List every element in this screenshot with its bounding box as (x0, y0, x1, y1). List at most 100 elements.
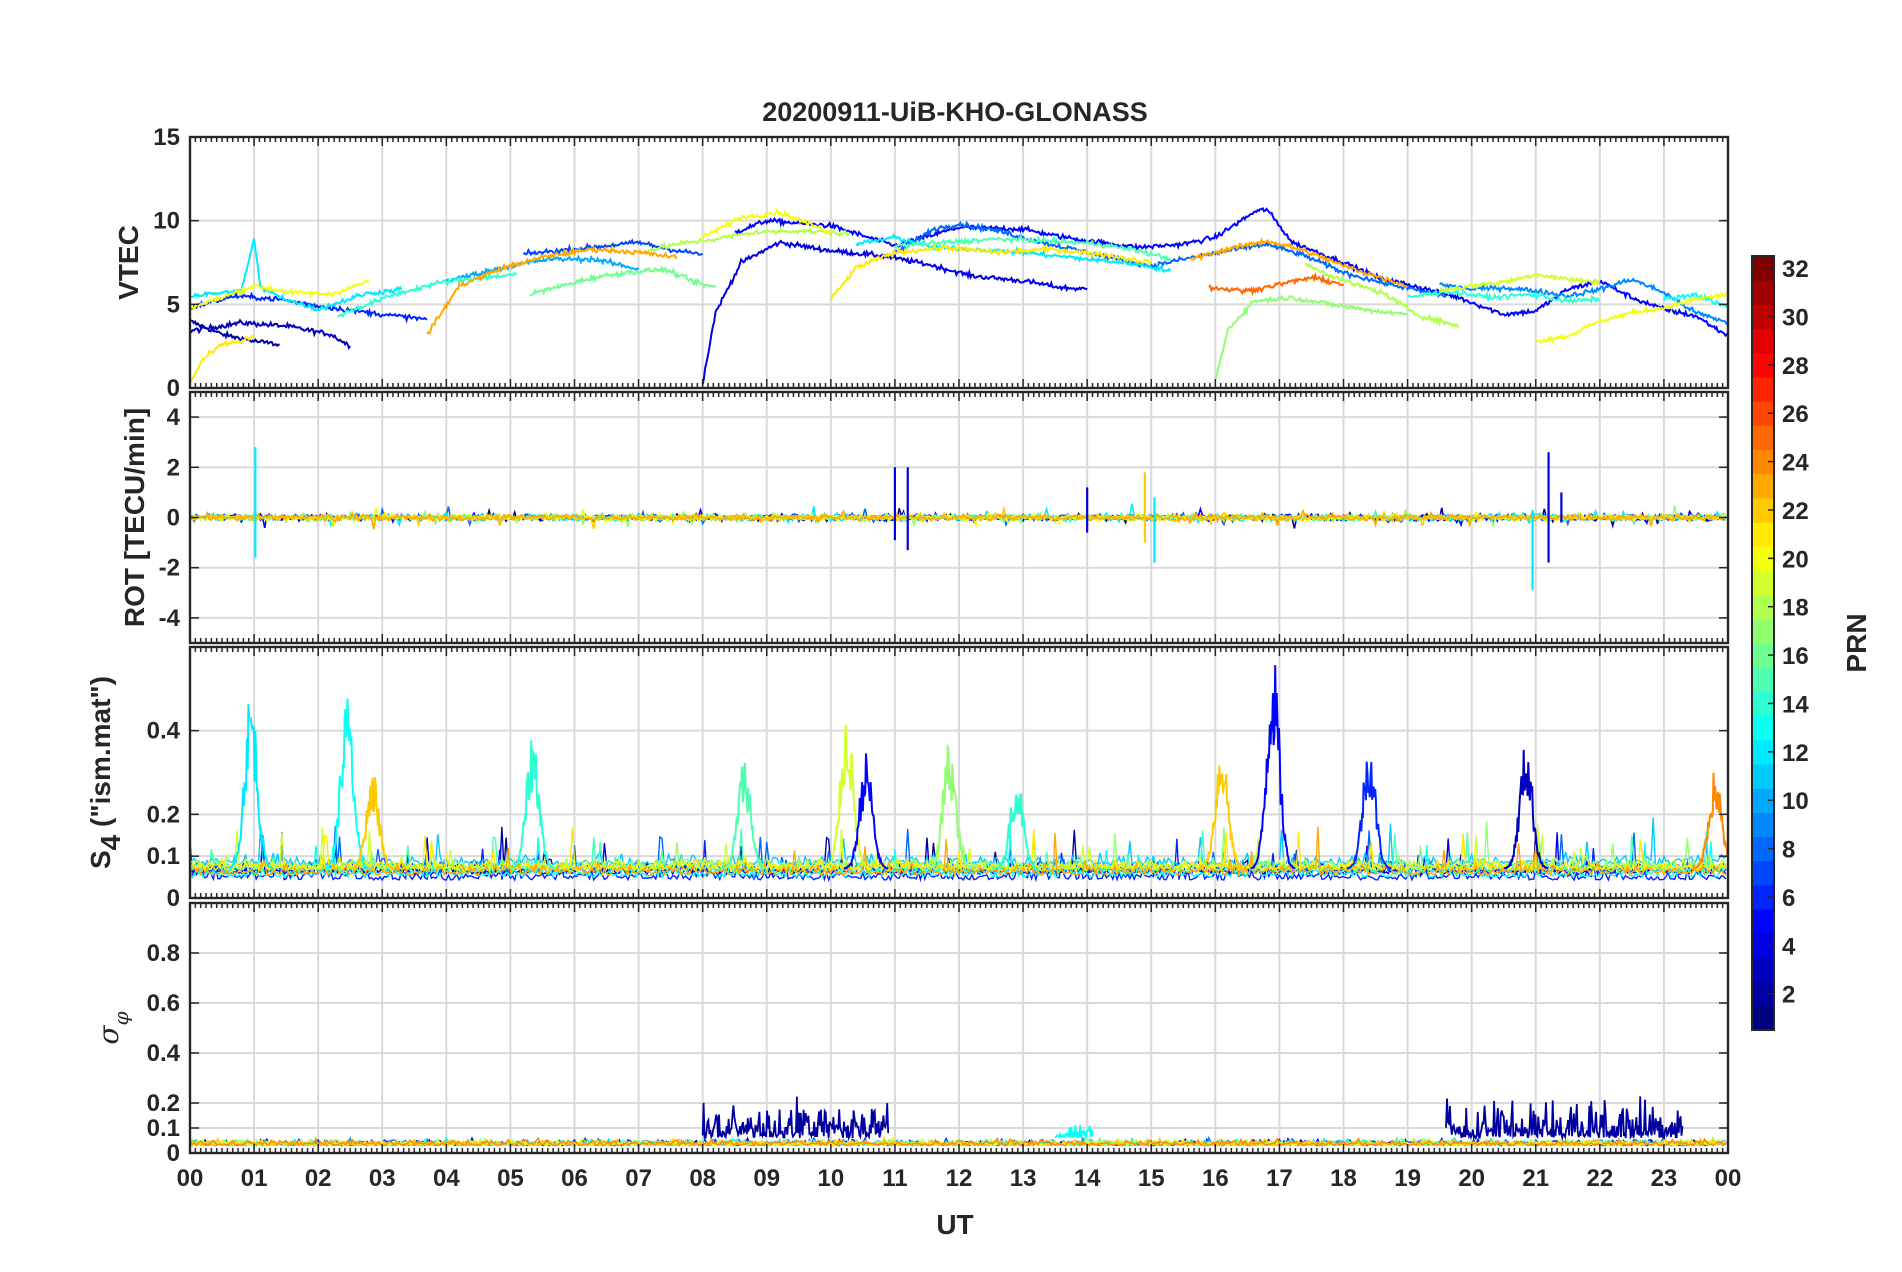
colorbar-swatch (1752, 304, 1774, 330)
vtec-series-prn-12 (855, 233, 1172, 274)
colorbar-tick-label: 16 (1782, 643, 1809, 670)
vtec-series-prn-3 (190, 318, 351, 350)
y-tick-label: 0.1 (147, 1115, 180, 1142)
colorbar-swatch (1752, 957, 1774, 983)
y-axis-label: ROT [TECU/min] (119, 408, 150, 627)
vtec-series-prn-4 (701, 239, 1088, 385)
colorbar-swatch (1752, 884, 1774, 910)
panel-1-data (190, 206, 1728, 385)
colorbar-swatch (1752, 449, 1774, 475)
colorbar-frame (1751, 255, 1775, 1031)
vtec-series-prn-7 (522, 238, 703, 257)
colorbar-tick-label: 20 (1782, 546, 1809, 573)
colorbar-swatch (1752, 909, 1774, 934)
x-tick-label: 00 (1715, 1165, 1742, 1192)
s4-peak-prn-15 (721, 762, 767, 870)
colorbar-swatch (1752, 812, 1774, 838)
x-tick-label: 20 (1458, 1165, 1485, 1192)
vtec-series-prn-20 (701, 206, 832, 240)
x-tick-label: 18 (1330, 1165, 1357, 1192)
y-tick-label: -2 (159, 555, 180, 582)
s4-peak-prn-12 (228, 704, 274, 870)
x-tick-label: 05 (497, 1165, 524, 1192)
s4-peak-prn-22 (1199, 765, 1245, 870)
vtec-series-prn-18 (637, 226, 851, 255)
s4-peak-prn-14 (993, 793, 1039, 870)
x-tick-label: 16 (1202, 1165, 1229, 1192)
s4-peak-prn-5 (1250, 665, 1296, 870)
y-tick-label: 0.6 (147, 990, 180, 1017)
vtec-series-prn-5 (734, 207, 1728, 338)
y-axis-label: σφ (92, 1011, 133, 1044)
x-tick-label: 04 (433, 1165, 460, 1192)
panel-3-data (190, 665, 1728, 883)
s4-peak-prn-22 (350, 777, 395, 870)
colorbar-swatch (1752, 618, 1774, 644)
colorbar-swatch (1752, 836, 1774, 862)
y-tick-label: 0.1 (147, 843, 180, 870)
s4-peak-prn-3 (1503, 749, 1549, 870)
x-tick-label: 13 (1010, 1165, 1037, 1192)
y-tick-label: 4 (167, 404, 181, 431)
s4-series-prn-21 (190, 827, 1727, 874)
y-tick-label: 0.2 (147, 1090, 180, 1117)
vtec-series-prn-21 (190, 334, 255, 383)
x-tick-label: 07 (625, 1165, 652, 1192)
colorbar-tick-label: 12 (1782, 740, 1809, 767)
x-tick-label: 14 (1074, 1165, 1101, 1192)
s4-peak-prn-14 (510, 739, 556, 870)
rot-series-prn-12 (190, 503, 1727, 529)
vtec-series-prn-10 (445, 254, 640, 283)
panel-2-data (190, 447, 1727, 591)
data-layer (190, 206, 1728, 1148)
vtec-series-prn-21 (829, 243, 1153, 301)
vtec-series-prn-23 (426, 244, 678, 335)
y-axis-label: VTEC (113, 225, 144, 300)
x-tick-label: 00 (177, 1165, 204, 1192)
y-axis-label: S4 ("ism.mat") (85, 676, 126, 869)
y-tick-label: 2 (167, 454, 180, 481)
colorbar-swatch (1752, 401, 1774, 426)
x-tick-label: 19 (1394, 1165, 1421, 1192)
y-tick-label: 0.4 (147, 718, 181, 745)
colorbar-swatch (1752, 788, 1774, 813)
colorbar-swatch (1752, 933, 1774, 959)
y-tick-label: 0 (167, 375, 180, 402)
vtec-series-prn-8 (894, 220, 1447, 298)
colorbar-swatch (1752, 328, 1774, 354)
colorbar-swatch (1752, 981, 1774, 1007)
y-tick-label: 0.4 (147, 1040, 181, 1067)
vtec-series-prn-14 (1407, 286, 1601, 305)
chart-title: 20200911-UiB-KHO-GLONASS (762, 97, 1148, 127)
colorbar-tick-label: 30 (1782, 304, 1809, 331)
colorbar-swatch (1752, 522, 1774, 547)
colorbar-swatch (1752, 594, 1774, 620)
text-layer: 20200911-UiB-KHO-GLONASS UT 051015VTEC-4… (85, 97, 1741, 1240)
sigma-burst-prn-2 (701, 1096, 890, 1141)
colorbar-swatch (1752, 643, 1774, 668)
x-tick-label: 06 (561, 1165, 588, 1192)
colorbar-swatch (1752, 546, 1774, 572)
vtec-series-prn-12 (190, 238, 403, 312)
x-tick-label: 03 (369, 1165, 396, 1192)
colorbar-swatch (1752, 256, 1774, 281)
colorbar-tick-label: 24 (1782, 450, 1809, 477)
y-tick-label: 0 (167, 885, 180, 912)
vtec-series-prn-18 (1304, 262, 1460, 328)
colorbar-swatch (1752, 473, 1774, 499)
colorbar-swatch (1752, 667, 1774, 692)
axes-layer (188, 135, 1730, 1155)
colorbar-swatch (1752, 739, 1774, 765)
colorbar-tick-label: 18 (1782, 595, 1809, 622)
y-tick-label: 0 (167, 505, 180, 532)
y-tick-label: 15 (153, 124, 180, 151)
s4-series-prn-19 (190, 824, 1727, 873)
colorbar-swatch (1752, 715, 1774, 741)
colorbar-tick-label: 8 (1782, 837, 1795, 864)
colorbar-swatch (1752, 376, 1774, 402)
x-tick-label: 11 (882, 1165, 907, 1192)
vtec-series-prn-20 (1535, 291, 1728, 345)
colorbar-swatch (1752, 763, 1774, 789)
y-tick-label: 0.8 (147, 940, 180, 967)
